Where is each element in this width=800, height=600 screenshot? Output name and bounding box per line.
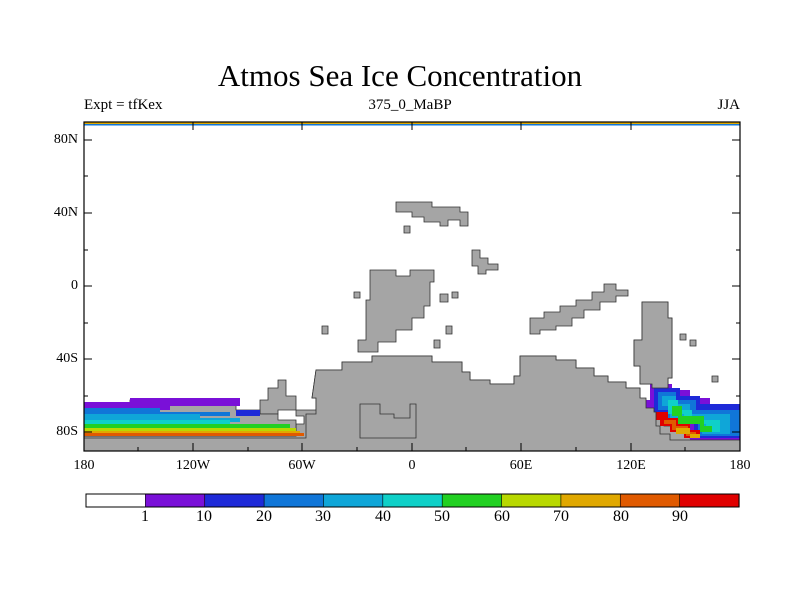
- colorbar-swatch: [204, 493, 265, 508]
- colorbar-label-70: 70: [553, 508, 569, 525]
- land-east-pillar-overlay: [633, 301, 673, 389]
- colorbar-swatch: [619, 493, 681, 508]
- lon-label-180e: 180: [729, 458, 751, 473]
- sea-ice-mid-1pct: [236, 410, 260, 416]
- map-title: Atmos Sea Ice Concentration: [217, 58, 583, 93]
- colorbar-frame: [85, 493, 740, 508]
- lat-label-40n: 40N: [53, 205, 78, 220]
- experiment-label: Expt = tfKex: [84, 97, 163, 113]
- land-island-11: [711, 375, 719, 383]
- land-island-5: [353, 291, 361, 299]
- land-island-1: [403, 225, 411, 234]
- colorbar-label-40: 40: [375, 508, 391, 525]
- lat-label-eq: 0: [71, 278, 78, 293]
- colorbar-swatch: [560, 493, 621, 508]
- lon-label-60e: 60E: [509, 458, 533, 473]
- land-island-8: [679, 333, 687, 341]
- period-label: 375_0_MaBP: [368, 97, 452, 113]
- sea-ice-west-1pct: [84, 398, 240, 410]
- land-overlay: [83, 301, 741, 452]
- colorbar-swatch: [145, 493, 206, 508]
- lon-label-120w: 120W: [175, 458, 211, 473]
- lon-label-180w: 180: [73, 458, 95, 473]
- colorbar-label-80: 80: [613, 508, 629, 525]
- lon-label-120e: 120E: [616, 458, 646, 473]
- sea-ice-field: [84, 384, 740, 440]
- colorbar-label-20: 20: [256, 508, 272, 525]
- land-island-10: [321, 325, 329, 335]
- sea-ice-west-90pct: [84, 433, 304, 436]
- colorbar-swatch: [263, 493, 325, 508]
- lon-label-60w: 60W: [288, 458, 316, 473]
- lat-label-80n: 80N: [53, 132, 78, 147]
- land-equatorial-block: [357, 269, 435, 353]
- colorbar-swatch: [323, 493, 384, 508]
- sea-ice-east-50pct: [668, 400, 720, 432]
- colorbar-swatch: [441, 493, 503, 508]
- land-island-2: [471, 249, 499, 275]
- land-island-9: [689, 339, 697, 347]
- land-island-7: [433, 339, 441, 349]
- colorbar-label-50: 50: [434, 508, 450, 525]
- season-label: JJA: [717, 97, 740, 113]
- colorbar: [85, 493, 740, 508]
- colorbar-swatch: [382, 493, 443, 508]
- land-block-north: [395, 201, 469, 227]
- map-ticks: [84, 122, 740, 451]
- land-diagonal-strip: [529, 283, 629, 335]
- lon-label-0: 0: [408, 458, 416, 473]
- land-island-6: [445, 325, 453, 335]
- colorbar-label-1: 1: [141, 508, 149, 525]
- map-frame: [83, 121, 741, 452]
- lat-label-40s: 40S: [56, 351, 78, 366]
- colorbar-label-10: 10: [196, 508, 212, 525]
- colorbar-swatch: [501, 493, 562, 508]
- sea-ice-east-70pct: [676, 428, 700, 438]
- colorbar-label-90: 90: [672, 508, 688, 525]
- land-island-3: [439, 293, 449, 303]
- land-mid-notch: [359, 403, 417, 439]
- sea-ice-east-60pct: [672, 406, 712, 432]
- lat-label-80s: 80S: [56, 424, 78, 439]
- colorbar-label-30: 30: [315, 508, 331, 525]
- land-island-4: [451, 291, 459, 299]
- colorbar-label-60: 60: [494, 508, 510, 525]
- colorbar-swatch: [679, 493, 740, 508]
- colorbar-swatch: [85, 493, 146, 508]
